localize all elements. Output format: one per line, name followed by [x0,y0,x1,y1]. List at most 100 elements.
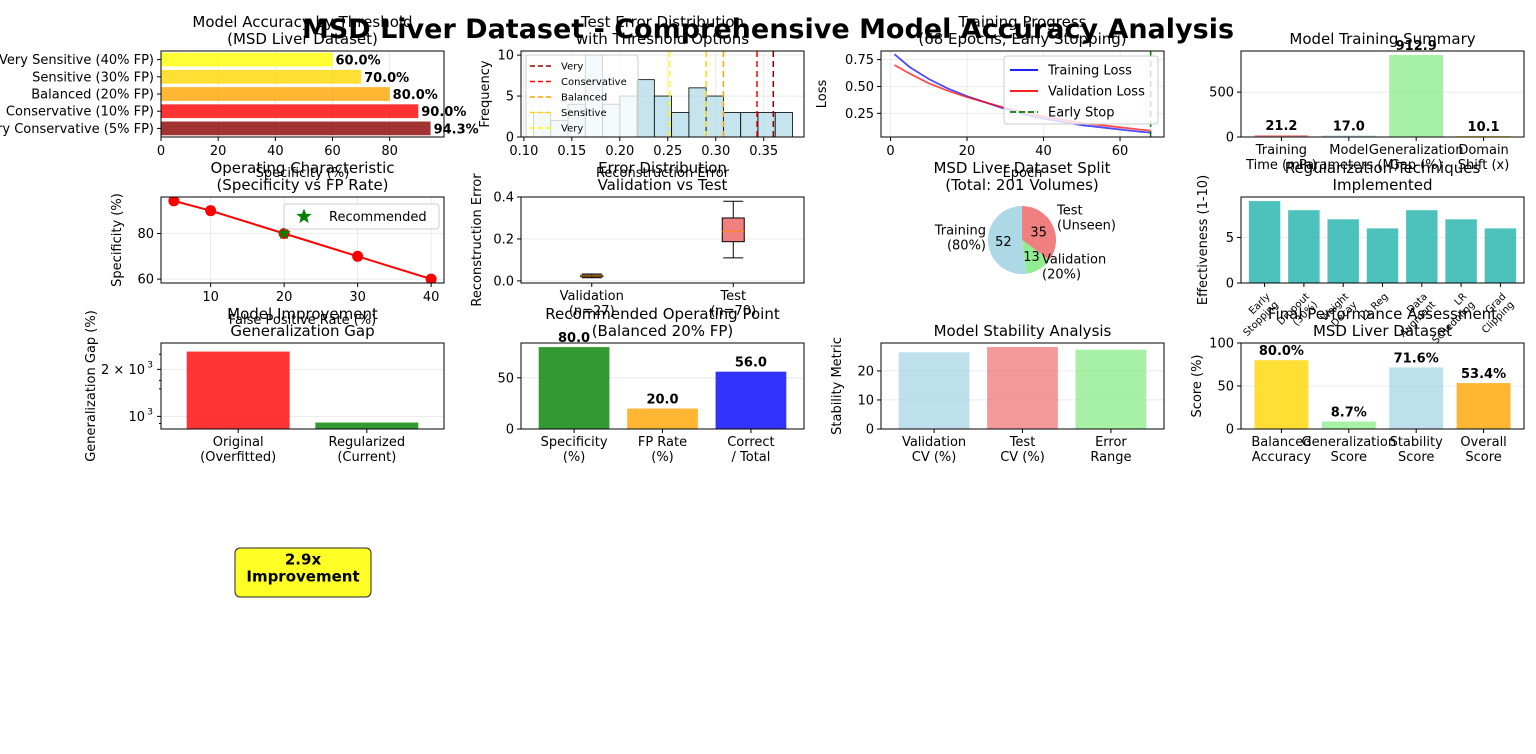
y-tick-label: 5 [1226,231,1234,246]
legend-label: Very [561,62,583,73]
bar [161,52,333,67]
y-axis-label: Stability Metric [830,337,845,435]
legend: Training Loss Validation Loss Early Stop [1003,55,1159,125]
subplot-title: MSD Liver Dataset Split (Total: 201 Volum… [933,159,1110,194]
bar-value-label: 8.7% [1331,406,1367,421]
y-tick-label: Very Sensitive (40% FP) [0,53,154,68]
x-tick-label: 10 [202,290,219,305]
pie-slice [1022,240,1050,274]
pie-slice [987,206,1027,274]
x-tick-label: Original (Overfitted) [200,435,276,465]
x-tick-label: 80 [381,144,398,159]
chart-operating-characteristic: 60 80 10 20 30 40 Recommended Operating Charact… [110,159,445,328]
legend-label: Balanced [561,93,607,104]
x-tick-label: 20 [210,144,227,159]
x-tick-label: Regularized (Current) [329,435,406,465]
subplot-title: Model Stability Analysis [934,322,1112,340]
improvement-annotation: 2.9x Improvement [234,547,372,598]
x-tick-label: 0.15 [557,144,586,159]
legend-label: Recommended [329,210,427,225]
axes-frame [1240,50,1525,138]
x-tick-label: 40 [1035,144,1052,159]
y-tick-label: 100 [1209,337,1234,352]
axes-frame [1240,196,1525,284]
bar-value-label: 21.2 [1265,119,1297,134]
x-tick-label: 0.10 [509,144,538,159]
subplot-title: Final Performance Assessment MSD Liver Da… [1268,305,1497,340]
y-tick-label: 0.50 [845,80,874,95]
x-tick-label: 30 [349,290,366,305]
histogram-bar [774,112,793,138]
bar [1321,421,1376,429]
bar [1248,201,1281,283]
y-tick-label: 0 [1226,131,1234,146]
x-tick-label: Specificity (%) [541,435,608,465]
histogram-bar [688,87,707,138]
x-tick-label: Correct / Total [727,435,774,465]
chart-final-performance: 0 50 100 80.0% 8.7% 71.6% 53.4% Balanced Accurac… [1190,305,1525,465]
plot-area [168,197,437,283]
subplot-title: Regularization Techniques Implemented [1285,159,1481,194]
legend-label: Validation Loss [1048,85,1145,100]
x-tick-label: Training Time (min) [1245,143,1317,173]
subplot-title: Model Training Summary [1289,30,1475,48]
bar-value-label: 70.0% [364,71,409,86]
axes-frame [160,342,445,430]
x-tick-label: Balanced Accuracy [1251,435,1311,465]
bar [1445,219,1477,283]
legend-label: Conservative [561,77,627,88]
x-tick-label: 0.25 [653,144,682,159]
data-point [205,205,217,217]
bar [1327,219,1359,283]
x-tick-label: Test CV (%) [1000,435,1045,465]
x-tick-label: 0.30 [701,144,730,159]
data-point [168,197,180,207]
x-axis-label: Specificity (%) [256,166,350,181]
x-axis-label: Reconstruction Error [596,166,730,181]
y-tick-label: 0 [1226,423,1234,438]
axes-frame [520,342,805,430]
y-tick-label: 0 [866,423,874,438]
y-axis-label: Reconstruction Error [470,173,485,307]
y-axis-label: Generalization Gap (%) [84,310,99,462]
bar-value-label: 10.1 [1468,120,1500,135]
x-tick-label: 0 [157,144,165,159]
bar-value-label: 17.0 [1333,119,1365,134]
bar [987,347,1058,429]
axes-frame [1240,342,1525,430]
bar [1288,210,1320,283]
subplot-title: Model Improvement Generalization Gap [227,305,378,340]
bar-value-label: 60.0% [336,54,381,69]
histogram-bar [723,112,742,138]
bar [161,104,419,119]
histogram-bar [705,95,724,138]
y-tick-exponent: 3 [147,360,153,370]
x-tick-label: 0.20 [605,144,634,159]
y-axis-label: Specificity (%) [110,193,125,287]
subplot-title: Recommended Operating Point (Balanced 20%… [545,305,780,340]
y-tick-label: 10 [857,393,874,408]
bar [1406,210,1438,283]
y-tick-label: Balanced (20% FP) [31,88,154,103]
x-tick-label: 40 [267,144,284,159]
chart-test-error-distribution: 0 5 10 0.10 0.15 0.20 0.25 0.30 0.35 Very Conserva… [478,13,805,181]
subplot-title: Operating Characteristic (Specificity vs … [210,159,394,194]
pie-value-label: 35 [1030,226,1047,241]
histogram-bar [740,112,759,138]
y-tick-exponent: 3 [147,407,153,417]
bar [1389,367,1444,429]
bar-value-label: 20.0 [646,393,678,408]
bar-value-label: 94.3% [434,122,479,137]
pie-slice-label: Validation (20%) [1042,253,1106,283]
annotation-text: 2.9x Improvement [246,550,359,585]
bar [1366,228,1399,283]
y-axis-label: Loss [815,80,830,109]
x-tick-label: 0.35 [749,144,778,159]
bar [1075,349,1147,429]
subplot-title: Model Accuracy by Threshold (MSD Liver Da… [192,13,412,48]
recommended-marker [277,226,291,240]
y-tick-label: Very Conservative (5% FP) [0,122,154,137]
y-tick-label: 50 [497,371,514,386]
